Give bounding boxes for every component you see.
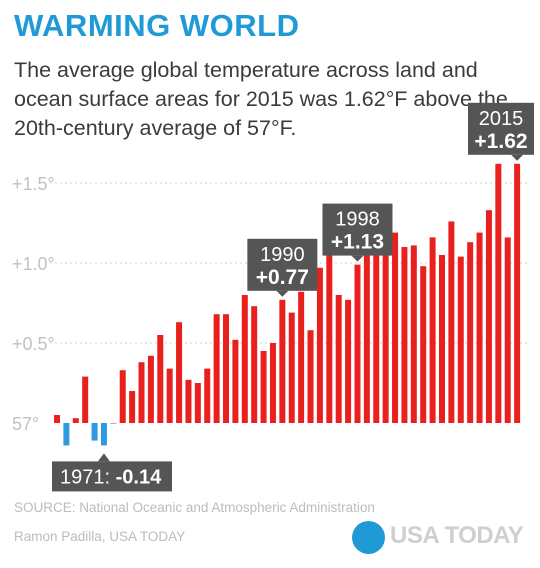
bar-1967 <box>63 423 70 446</box>
callout-year: 2015 <box>479 108 524 130</box>
bar-2008 <box>448 221 455 423</box>
bar-1969 <box>82 376 89 423</box>
bar-2015 <box>514 163 521 424</box>
bar-1987 <box>251 306 258 423</box>
bar-2014 <box>504 237 511 423</box>
bar-2006 <box>429 237 436 423</box>
callout-pointer <box>351 255 364 262</box>
callout-box <box>52 461 172 492</box>
callout-box <box>322 203 393 256</box>
bar-1977 <box>157 335 164 423</box>
bar-2004 <box>410 245 417 423</box>
usa-today-logo-icon <box>352 521 385 554</box>
bar-1972 <box>110 423 117 424</box>
callout-year: 1998 <box>335 209 380 231</box>
bar-2003 <box>401 247 408 423</box>
bar-1976 <box>147 355 154 423</box>
bar-1994 <box>316 267 323 423</box>
bar-2007 <box>438 255 445 423</box>
callout-1998: 1998+1.13 <box>322 203 393 262</box>
callout-box <box>247 238 318 291</box>
bar-1995 <box>326 242 333 423</box>
y-tick-label: 57° <box>12 414 39 434</box>
bar-2012 <box>485 210 492 423</box>
bar-1990 <box>279 299 286 423</box>
chart-title: WARMING WORLD <box>14 8 300 43</box>
y-tick-label: +0.5° <box>12 334 55 354</box>
bar-1970 <box>91 423 98 441</box>
bar-2011 <box>476 232 483 423</box>
callout-value: +1.13 <box>331 231 384 254</box>
bar-1978 <box>166 368 173 423</box>
source-note: SOURCE: National Oceanic and Atmospheric… <box>14 500 375 515</box>
bar-2000 <box>373 247 380 423</box>
bar-2002 <box>392 232 399 423</box>
temperature-chart: 57°+0.5°+1.0°+1.5°1971: -0.141990+0.7719… <box>12 102 534 492</box>
callout-1990: 1990+0.77 <box>247 238 318 297</box>
callout-pointer <box>511 154 524 161</box>
bar-1980 <box>185 379 192 423</box>
y-tick-label: +1.0° <box>12 254 55 274</box>
credit-note: Ramon Padilla, USA TODAY <box>14 529 186 544</box>
bar-1992 <box>298 291 305 423</box>
y-tick-label: +1.5° <box>12 174 55 194</box>
bar-1988 <box>260 351 267 423</box>
bar-1993 <box>307 330 314 423</box>
bar-2009 <box>457 256 464 423</box>
bar-1979 <box>176 322 183 423</box>
bar-1981 <box>194 383 201 423</box>
callout-pointer <box>276 290 289 297</box>
bar-2010 <box>467 242 474 423</box>
callout-1971: 1971: -0.14 <box>52 453 172 492</box>
bar-1966 <box>54 415 60 423</box>
bar-1997 <box>345 299 352 423</box>
bar-1991 <box>288 312 295 423</box>
bar-2001 <box>382 253 389 423</box>
bar-1983 <box>213 314 220 423</box>
bar-2013 <box>495 163 502 424</box>
bar-1968 <box>72 418 79 423</box>
bar-1985 <box>232 339 239 423</box>
callout-2015: 2015+1.62 <box>468 102 534 161</box>
chart-subtitle: The average global temperature across la… <box>14 58 508 140</box>
bar-1986 <box>241 295 248 423</box>
bar-1999 <box>363 248 370 423</box>
bar-1973 <box>119 370 126 423</box>
callout-value: +1.62 <box>474 130 527 153</box>
callout-label: 1971: -0.14 <box>60 466 162 488</box>
bar-1998 <box>354 264 361 423</box>
bar-1971 <box>100 423 107 446</box>
bar-1984 <box>223 314 230 423</box>
callout-year: 1971: <box>60 466 116 488</box>
callout-value: -0.14 <box>116 466 162 488</box>
callout-value: +0.77 <box>256 266 309 289</box>
usa-today-logo-text: USA TODAY <box>390 522 524 549</box>
bar-1975 <box>138 362 145 423</box>
callout-box <box>468 102 534 155</box>
bar-1996 <box>335 295 342 423</box>
bar-1982 <box>204 368 211 423</box>
bar-1974 <box>129 391 136 423</box>
bar-1989 <box>269 343 276 423</box>
callout-pointer <box>97 453 110 462</box>
bar-2005 <box>420 266 427 423</box>
callout-year: 1990 <box>260 244 305 266</box>
